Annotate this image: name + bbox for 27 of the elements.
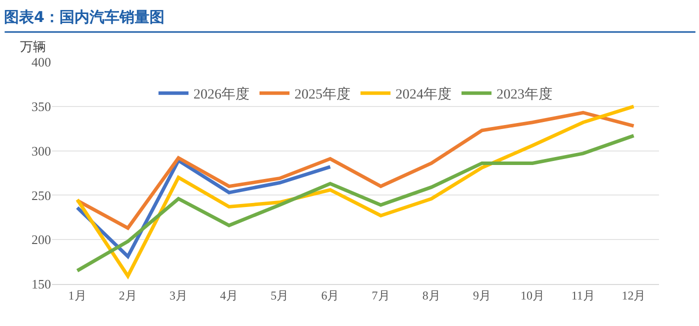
y-tick-label: 350 xyxy=(32,98,51,114)
x-tick-label: 3月 xyxy=(169,288,188,302)
x-tick-label: 7月 xyxy=(372,288,390,302)
line-series xyxy=(76,134,636,272)
x-tick-label: 8月 xyxy=(422,288,440,302)
line-series xyxy=(76,158,332,258)
y-tick-label: 400 xyxy=(32,54,51,70)
x-tick-label: 6月 xyxy=(321,288,340,302)
x-tick-label: 9月 xyxy=(472,288,491,302)
y-axis-title: 万辆 xyxy=(20,39,46,54)
x-tick-label: 12月 xyxy=(622,288,646,302)
x-tick-label: 5月 xyxy=(270,288,289,302)
legend-label: 2026年度 xyxy=(194,86,250,103)
y-tick-label: 300 xyxy=(32,143,51,158)
x-tick-label: 10月 xyxy=(520,288,545,302)
y-tick-label: 150 xyxy=(32,276,51,292)
y-tick-label: 250 xyxy=(32,188,51,203)
x-tick-label: 1月 xyxy=(68,288,86,302)
chart-title: 图表4：国内汽车销量图 xyxy=(4,8,164,26)
legend-label: 2025年度 xyxy=(294,86,350,103)
x-tick-label: 11月 xyxy=(571,288,595,302)
legend-label: 2024年度 xyxy=(396,86,452,103)
x-tick-label: 4月 xyxy=(220,288,238,302)
legend-label: 2023年度 xyxy=(496,86,552,103)
y-tick-label: 200 xyxy=(32,232,51,248)
line-series xyxy=(76,104,636,278)
x-tick-label: 2月 xyxy=(118,288,137,302)
